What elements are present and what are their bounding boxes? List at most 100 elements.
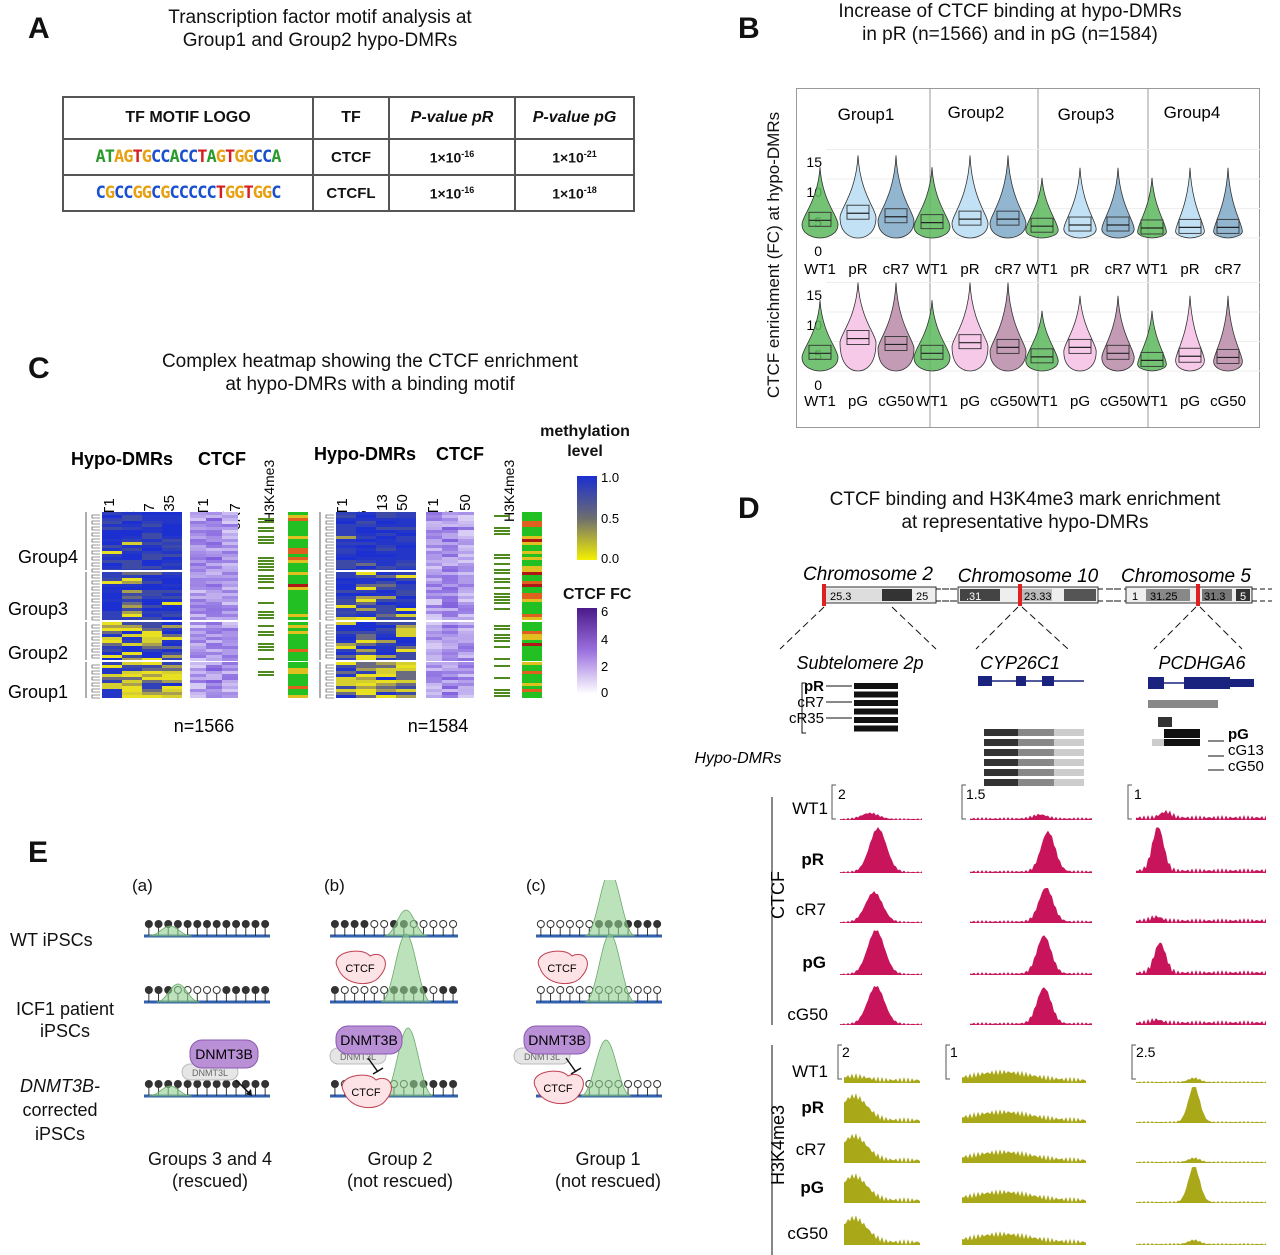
heatmap-cell (376, 521, 396, 524)
annotation-cell (288, 512, 308, 515)
signal-peak (844, 1173, 920, 1203)
heatmap-cell (122, 658, 142, 661)
cpg-site (330, 1080, 339, 1088)
legend-ctcf-tick: 4 (601, 632, 608, 647)
heatmap-cell (222, 536, 238, 539)
heatmap-cell (122, 518, 142, 521)
header-p-value-pg: P-value pG (514, 96, 635, 140)
annotation-cell (522, 593, 542, 596)
ideogram-chr10: .31 23.33 (942, 584, 1116, 606)
ctcf-protein: CTCF (341, 1074, 392, 1108)
heatmap-cell (396, 646, 416, 649)
heatmap-cell (222, 631, 238, 634)
h3k4me3-mark (258, 631, 274, 633)
annotation-cell (522, 551, 542, 554)
h3k4me3-mark (258, 557, 274, 559)
annotation-cell (522, 569, 542, 572)
row-icf1-line1: ICF1 patient (15, 999, 115, 1019)
h3k4me3-mark (494, 608, 510, 610)
legend-ctcf-tick: 2 (601, 659, 608, 674)
h3-scale: 2.5 (1136, 1044, 1156, 1060)
row-group3: Group3 (8, 599, 68, 619)
boxplot (846, 204, 870, 220)
heatmap-cell (376, 551, 396, 554)
ctcf-section-label: CTCF (768, 871, 788, 919)
heatmap-cell (122, 614, 142, 617)
heatmap-cell (442, 560, 458, 563)
panel-b-ylabel-wrap: CTCF enrichment (FC) at hypo-DMRs (754, 90, 794, 430)
heatmap-cell (396, 634, 416, 637)
position-marker (822, 584, 826, 606)
heatmap-cell (102, 518, 122, 521)
annotation-cell (288, 652, 308, 655)
heatmap-cell (442, 533, 458, 536)
annotation-cell (288, 637, 308, 640)
heatmap-cell (190, 611, 206, 614)
heatmap-cell (190, 539, 206, 542)
heatmap-cell (102, 643, 122, 646)
heatmap-cell (222, 512, 238, 515)
heatmap-cell (396, 655, 416, 658)
heatmap-cell (356, 593, 376, 596)
h3k4me3-mark (494, 692, 510, 694)
violin (1101, 295, 1135, 372)
dmr-bar (1054, 779, 1084, 786)
dmr-bar (1018, 729, 1054, 736)
heatmap-cell (458, 611, 474, 614)
heatmap-cell (376, 680, 396, 683)
heatmap-cell (162, 533, 182, 536)
annotation-cell (288, 602, 308, 605)
heatmap-cell (206, 539, 222, 542)
annotation-cell (288, 521, 308, 524)
h3k4me3-mark (258, 649, 274, 651)
heatmap-cell (142, 578, 162, 581)
heatmap-cell (356, 575, 376, 578)
p-value-pg-ctcf: 1×10-21 (514, 138, 635, 176)
heatmap-cell (458, 677, 474, 680)
heatmap-cell (396, 566, 416, 569)
annotation-cell (522, 671, 542, 674)
ctcf-protein: CTCF (533, 1070, 584, 1104)
heatmap-cell (162, 668, 182, 671)
motif-logo-ctcfl-text: CGCCGGCGCCCCCTGGTGGC (95, 182, 282, 203)
heatmap-cell (336, 551, 356, 554)
binding-peak (156, 983, 200, 1003)
heatmap-cell (206, 515, 222, 518)
heatmap-cell (222, 560, 238, 563)
caption-b-line1: Group 2 (367, 1149, 433, 1169)
boxplot (1216, 218, 1240, 234)
heatmap-cell (458, 652, 474, 655)
heatmap-cell (162, 611, 182, 614)
heatmap-cell (206, 692, 222, 695)
violin (989, 155, 1027, 239)
cpg-site (222, 986, 231, 994)
h3k4me3-mark (258, 625, 274, 627)
annotation-cell (522, 542, 542, 545)
gene-model-cyp26c1 (978, 676, 1084, 686)
heatmap-cell (442, 548, 458, 551)
annotation-cell (522, 545, 542, 548)
header-tf: TF (312, 96, 390, 140)
dendrogram (325, 592, 334, 597)
heatmap-cell (458, 655, 474, 658)
cpg-site (350, 986, 359, 994)
boxplot (884, 208, 908, 224)
dnmt3b-complex: DNMT3L DNMT3B (513, 1025, 591, 1075)
heatmap-cell (206, 683, 222, 686)
heatmap-cell (356, 605, 376, 608)
heatmap-cell (190, 628, 206, 631)
heatmap-cell (336, 581, 356, 584)
boxplot (1178, 218, 1202, 234)
panel-d-title-line1: CTCF binding and H3K4me3 mark enrichment (829, 489, 1221, 510)
cpg-site (203, 986, 211, 994)
heatmap-cell (190, 652, 206, 655)
heatmap-cell (206, 542, 222, 545)
heatmap-cell (376, 662, 396, 665)
heatmap-cell (336, 625, 356, 628)
band-label: .31 (966, 591, 981, 603)
heatmap-cell (336, 689, 356, 692)
cpg-site (360, 920, 369, 928)
boxplot (996, 338, 1020, 354)
heatmap-cell (376, 524, 396, 527)
heatmap-cell (102, 655, 122, 658)
